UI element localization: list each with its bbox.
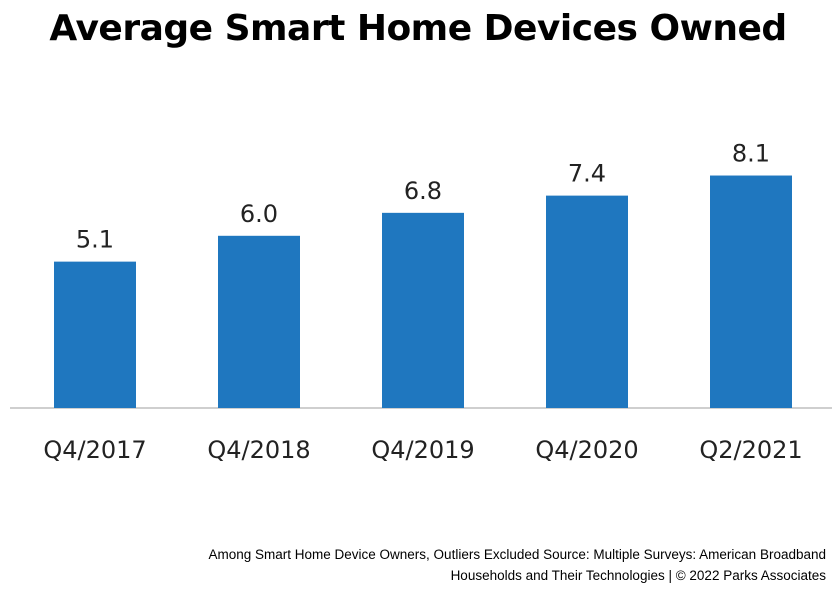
bar-Q4-2018 bbox=[218, 235, 300, 408]
source-footnote: Among Smart Home Device Owners, Outliers… bbox=[6, 544, 826, 586]
bar-Q2-2021 bbox=[710, 175, 792, 408]
bar-Q4-2020 bbox=[546, 195, 628, 408]
category-label-Q4-2017: Q4/2017 bbox=[43, 436, 146, 464]
bar-Q4-2019 bbox=[382, 212, 464, 408]
value-label-Q2-2021: 8.1 bbox=[732, 140, 770, 168]
category-label-Q2-2021: Q2/2021 bbox=[699, 436, 802, 464]
category-label-Q4-2019: Q4/2019 bbox=[371, 436, 474, 464]
bars-group bbox=[54, 175, 792, 408]
footnote-line-2: Households and Their Technologies | © 20… bbox=[450, 568, 826, 583]
value-label-Q4-2020: 7.4 bbox=[568, 160, 606, 188]
footnote-line-1: Among Smart Home Device Owners, Outliers… bbox=[208, 547, 826, 562]
bar-Q4-2017 bbox=[54, 261, 136, 408]
category-label-Q4-2018: Q4/2018 bbox=[207, 436, 310, 464]
category-label-Q4-2020: Q4/2020 bbox=[535, 436, 638, 464]
value-label-Q4-2017: 5.1 bbox=[76, 226, 114, 254]
value-label-Q4-2019: 6.8 bbox=[404, 177, 442, 205]
bar-labels-group: 5.1 6.0 6.8 7.4 8.1 bbox=[76, 140, 770, 254]
category-labels-group: Q4/2017 Q4/2018 Q4/2019 Q4/2020 Q2/2021 bbox=[43, 436, 802, 464]
value-label-Q4-2018: 6.0 bbox=[240, 200, 278, 228]
chart-title: Average Smart Home Devices Owned bbox=[49, 8, 787, 49]
